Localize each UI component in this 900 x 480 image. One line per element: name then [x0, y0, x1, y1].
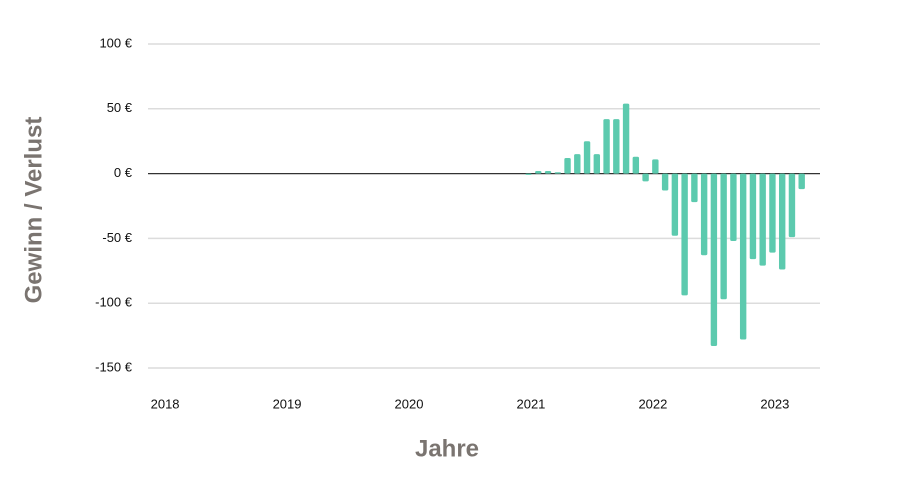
bar — [710, 173, 718, 346]
y-tick-label: 100 € — [99, 35, 132, 50]
x-tick-label: 2019 — [273, 396, 302, 411]
x-tick-label: 2018 — [151, 396, 180, 411]
bar — [691, 173, 698, 203]
bar — [525, 173, 532, 175]
bar — [798, 173, 805, 190]
bar — [564, 158, 571, 174]
bar — [749, 173, 757, 260]
bar — [583, 141, 591, 174]
bar — [700, 173, 708, 256]
bar — [739, 173, 747, 340]
bar — [769, 173, 776, 253]
bar — [535, 171, 542, 174]
x-tick-label: 2022 — [638, 396, 667, 411]
bar — [593, 154, 601, 174]
x-tick-label: 2023 — [760, 396, 789, 411]
bar — [759, 173, 766, 266]
bar — [574, 154, 581, 174]
bar — [720, 173, 727, 300]
y-tick-label: 50 € — [107, 100, 133, 115]
y-tick-label: -50 € — [102, 230, 132, 245]
bar — [632, 156, 640, 174]
y-axis-title: Gewinn / Verlust — [20, 117, 47, 304]
x-tick-label: 2021 — [516, 396, 545, 411]
y-tick-label: 0 € — [114, 165, 133, 180]
bar — [544, 171, 552, 174]
bar — [603, 119, 610, 174]
bar — [622, 103, 630, 174]
bar — [730, 173, 737, 241]
x-tick-label: 2020 — [395, 396, 424, 411]
y-tick-label: -150 € — [95, 359, 133, 374]
bar — [681, 173, 688, 296]
bar — [554, 172, 561, 174]
bar — [613, 119, 620, 174]
bar — [652, 159, 659, 174]
bar — [642, 173, 649, 182]
y-tick-label: -100 € — [95, 295, 133, 310]
bar — [788, 173, 796, 238]
bar — [671, 173, 679, 236]
bar — [661, 173, 669, 191]
bar — [778, 173, 786, 270]
x-axis-title: Jahre — [415, 435, 479, 462]
